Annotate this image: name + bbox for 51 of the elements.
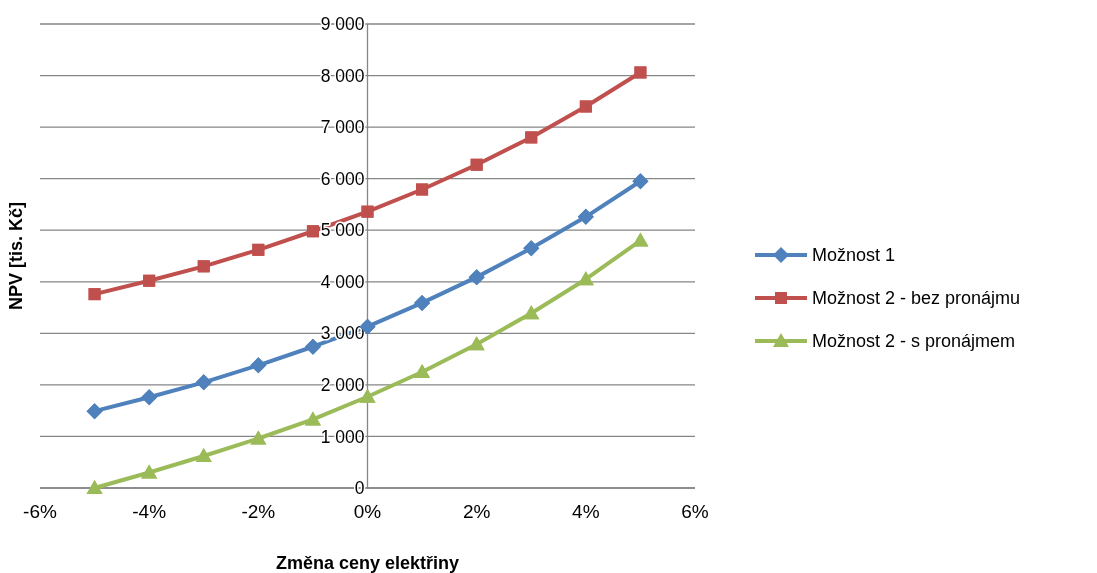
y-tick-label: 1 000 (320, 426, 365, 447)
point (143, 274, 156, 287)
legend-label: Možnost 2 - bez pronájmu (812, 288, 1021, 309)
x-tick-label: 6% (681, 501, 709, 522)
point (525, 131, 538, 144)
point (416, 183, 429, 196)
y-tick-label: 9 000 (320, 14, 365, 35)
point (197, 260, 210, 273)
y-tick-label: 7 000 (320, 117, 365, 138)
point (414, 294, 431, 311)
y-tick-label: 2 000 (320, 375, 365, 396)
legend-label: Možnost 1 (812, 245, 896, 266)
point (634, 66, 647, 79)
point (632, 173, 649, 190)
x-axis-title: Změna ceny elektřiny (275, 553, 460, 573)
point (141, 389, 158, 406)
y-axis-title: NPV [tis. Kč] (6, 201, 26, 311)
point (250, 357, 267, 374)
x-tick-label: -4% (132, 501, 167, 522)
x-tick-label: 4% (572, 501, 600, 522)
point (468, 269, 485, 286)
point (523, 305, 540, 320)
x-tick-label: -2% (241, 501, 276, 522)
point (195, 374, 212, 391)
point (468, 336, 485, 351)
point (577, 271, 594, 286)
point (632, 232, 649, 247)
x-tick-label: 0% (353, 501, 382, 522)
point (470, 158, 483, 171)
point (579, 100, 592, 113)
point (414, 364, 431, 378)
point (252, 243, 265, 256)
legend-label: Možnost 2 - s pronájmem (812, 331, 1016, 352)
point (304, 338, 321, 355)
point (523, 240, 540, 257)
point (86, 403, 103, 420)
point (88, 288, 101, 301)
point (306, 225, 319, 238)
point (141, 464, 158, 479)
y-tick-label: 6 000 (320, 168, 365, 189)
x-tick-label: 2% (462, 501, 491, 522)
point (195, 448, 212, 463)
point (250, 430, 267, 445)
y-tick-label: 0 (354, 478, 365, 499)
y-tick-label: 8 000 (320, 65, 365, 86)
y-tick-label: 4 000 (320, 271, 365, 292)
point (304, 411, 321, 426)
x-tick-label: -6% (23, 501, 57, 522)
point (577, 208, 594, 225)
point (361, 205, 374, 218)
point (86, 480, 103, 494)
